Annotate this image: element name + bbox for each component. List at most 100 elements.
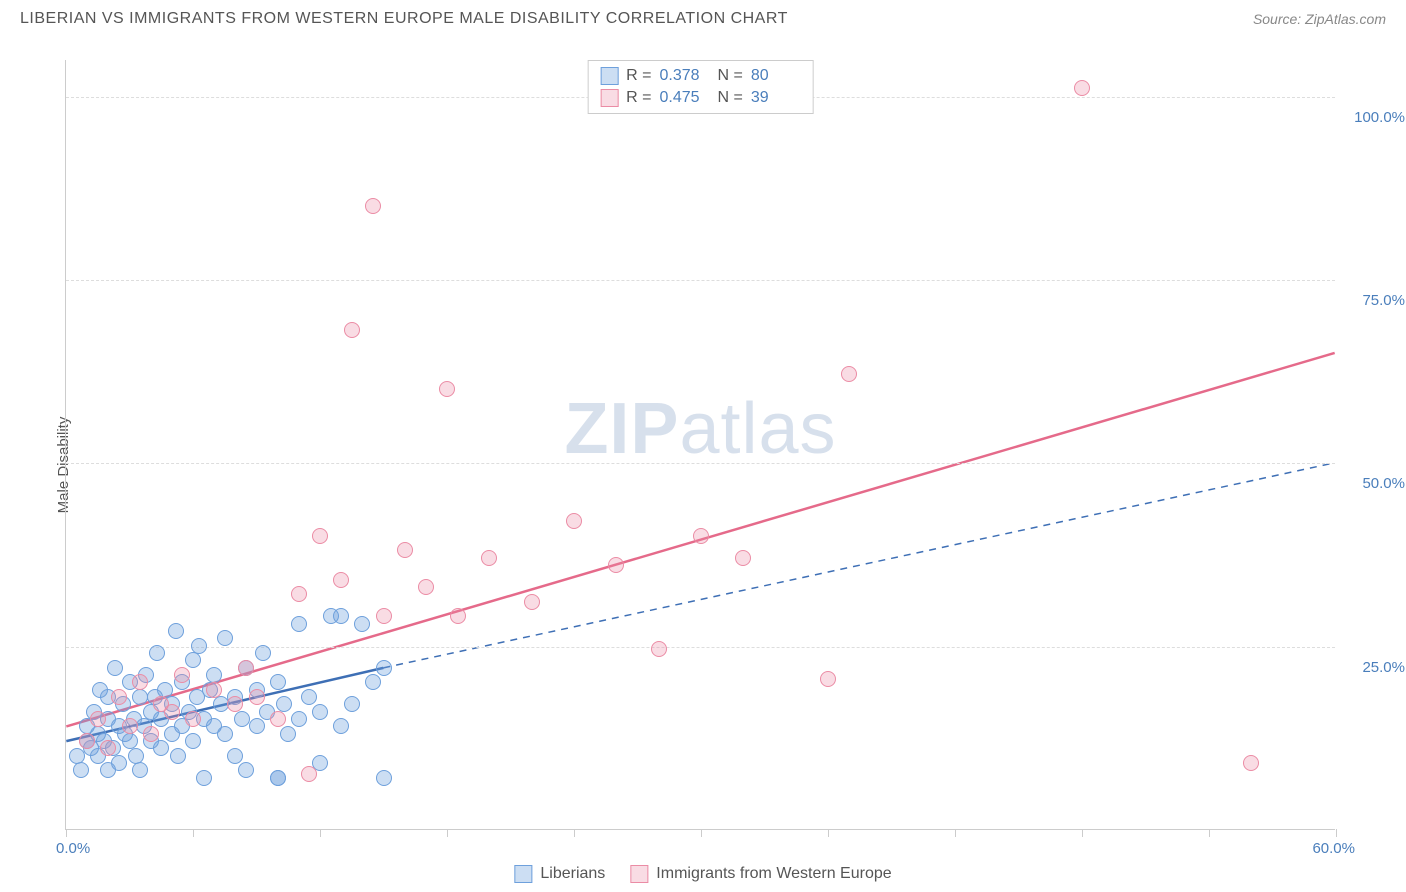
y-tick-label: 50.0% — [1362, 475, 1405, 492]
data-point — [333, 608, 349, 624]
chart-container: Male Disability ZIPatlas R = 0.378 N = 8… — [20, 45, 1386, 885]
data-point — [249, 718, 265, 734]
data-point — [365, 674, 381, 690]
x-tick — [828, 829, 829, 837]
data-point — [291, 616, 307, 632]
y-tick-label: 75.0% — [1362, 292, 1405, 309]
data-point — [206, 682, 222, 698]
data-point — [450, 608, 466, 624]
data-point — [107, 660, 123, 676]
y-tick-label: 25.0% — [1362, 659, 1405, 676]
x-tick-label-max: 60.0% — [1312, 840, 1355, 857]
r-value-1: 0.378 — [660, 67, 710, 85]
data-point — [111, 689, 127, 705]
data-point — [213, 696, 229, 712]
data-point — [270, 674, 286, 690]
x-tick — [701, 829, 702, 837]
data-point — [143, 726, 159, 742]
data-point — [1074, 80, 1090, 96]
data-point — [301, 766, 317, 782]
data-point — [418, 579, 434, 595]
data-point — [344, 322, 360, 338]
data-point — [128, 748, 144, 764]
data-point — [276, 696, 292, 712]
source-label: Source: ZipAtlas.com — [1253, 11, 1386, 27]
data-point — [820, 671, 836, 687]
data-point — [185, 652, 201, 668]
x-tick — [447, 829, 448, 837]
n-value-2: 39 — [751, 89, 801, 107]
data-point — [122, 733, 138, 749]
data-point — [234, 711, 250, 727]
stats-legend-box: R = 0.378 N = 80 R = 0.475 N = 39 — [587, 60, 814, 114]
data-point — [164, 704, 180, 720]
data-point — [481, 550, 497, 566]
data-point — [90, 711, 106, 727]
x-tick — [955, 829, 956, 837]
data-point — [132, 674, 148, 690]
data-point — [841, 366, 857, 382]
watermark-zip: ZIP — [564, 389, 679, 469]
data-point — [149, 645, 165, 661]
data-point — [333, 572, 349, 588]
data-point — [333, 718, 349, 734]
data-point — [217, 630, 233, 646]
bottom-legend: Liberians Immigrants from Western Europe — [514, 865, 891, 883]
data-point — [651, 641, 667, 657]
legend-label-2: Immigrants from Western Europe — [656, 865, 891, 883]
legend-item-1: Liberians — [514, 865, 605, 883]
data-point — [132, 762, 148, 778]
data-point — [132, 689, 148, 705]
trend-line — [383, 463, 1334, 668]
data-point — [69, 748, 85, 764]
x-tick — [66, 829, 67, 837]
gridline — [66, 463, 1335, 464]
x-tick — [574, 829, 575, 837]
data-point — [238, 660, 254, 676]
swatch-blue-icon — [600, 67, 618, 85]
x-tick-label-min: 0.0% — [56, 840, 90, 857]
n-label-2: N = — [718, 89, 743, 107]
plot-area: ZIPatlas R = 0.378 N = 80 R = 0.475 N = … — [65, 60, 1335, 830]
data-point — [354, 616, 370, 632]
x-tick — [1082, 829, 1083, 837]
data-point — [312, 528, 328, 544]
data-point — [174, 667, 190, 683]
data-point — [217, 726, 233, 742]
watermark: ZIPatlas — [564, 388, 836, 470]
x-tick — [1209, 829, 1210, 837]
data-point — [365, 198, 381, 214]
data-point — [291, 711, 307, 727]
n-label-1: N = — [718, 67, 743, 85]
legend-swatch-pink-icon — [630, 865, 648, 883]
stats-row-2: R = 0.475 N = 39 — [600, 87, 801, 109]
data-point — [227, 696, 243, 712]
data-point — [206, 667, 222, 683]
data-point — [227, 748, 243, 764]
swatch-pink-icon — [600, 89, 618, 107]
legend-label-1: Liberians — [540, 865, 605, 883]
data-point — [280, 726, 296, 742]
data-point — [301, 689, 317, 705]
watermark-atlas: atlas — [679, 389, 836, 469]
data-point — [196, 770, 212, 786]
x-tick — [320, 829, 321, 837]
data-point — [122, 718, 138, 734]
data-point — [191, 638, 207, 654]
gridline — [66, 280, 1335, 281]
r-value-2: 0.475 — [660, 89, 710, 107]
data-point — [100, 740, 116, 756]
data-point — [397, 542, 413, 558]
stats-row-1: R = 0.378 N = 80 — [600, 65, 801, 87]
data-point — [376, 660, 392, 676]
data-point — [73, 762, 89, 778]
x-tick — [1336, 829, 1337, 837]
data-point — [270, 711, 286, 727]
data-point — [238, 762, 254, 778]
data-point — [344, 696, 360, 712]
data-point — [291, 586, 307, 602]
data-point — [170, 748, 186, 764]
data-point — [693, 528, 709, 544]
data-point — [255, 645, 271, 661]
data-point — [111, 755, 127, 771]
